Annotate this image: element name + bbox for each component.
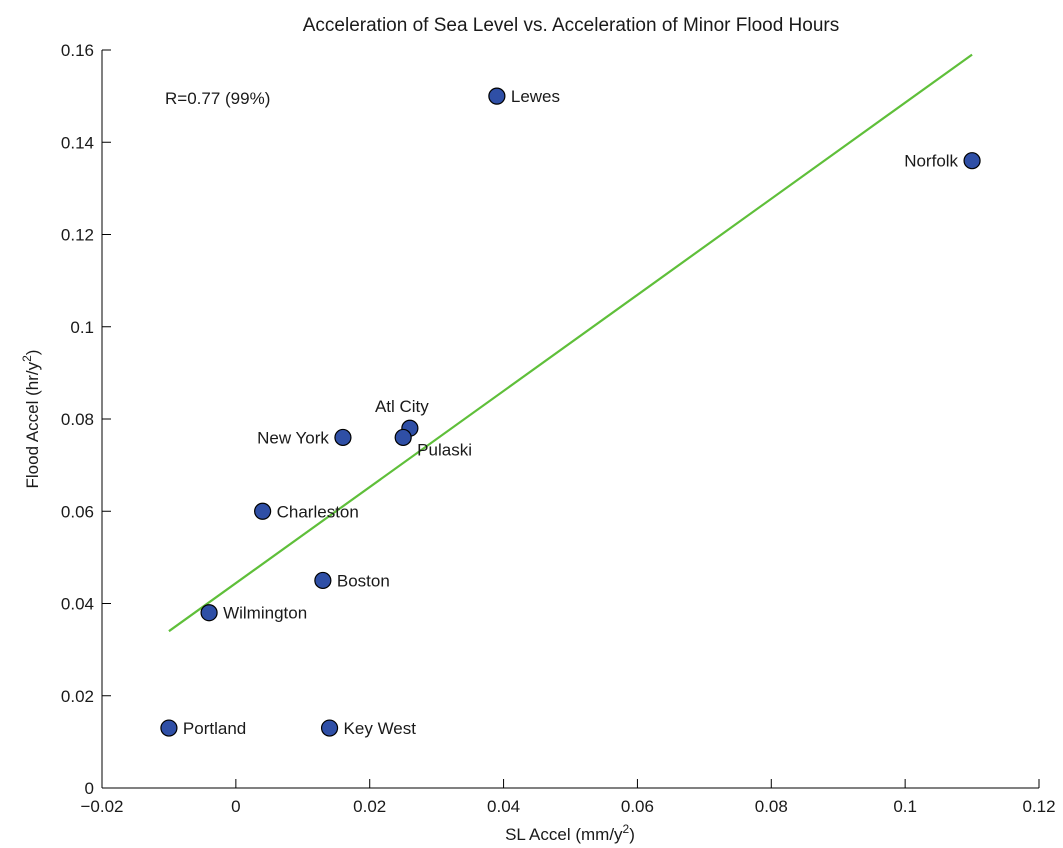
point-label: Key West [344, 719, 417, 738]
data-point [320, 719, 339, 737]
points-group: Lewes Norfolk Atl City New York Pulaski Charl… [160, 87, 981, 738]
x-axis-label-sup: 2 [623, 822, 630, 836]
y-tick-label: 0.1 [70, 318, 94, 337]
plot-area: −0.02 0 0.02 0.04 0.06 0.08 0.1 0.12 00.020.040… [61, 41, 1056, 816]
point-label: New York [257, 428, 329, 447]
regression-line [168, 53, 973, 633]
point-label: Pulaski [417, 440, 472, 459]
data-point [488, 87, 506, 105]
y-tick-label: 0.16 [61, 41, 94, 60]
x-tick-label: 0.04 [487, 797, 520, 816]
x-tick-label: −0.02 [80, 797, 123, 816]
x-axis-label-suffix: ) [629, 825, 635, 844]
fit-line-group [168, 53, 973, 633]
chart-title: Acceleration of Sea Level vs. Accelerati… [303, 15, 840, 36]
y-tick-label: 0.08 [61, 410, 94, 429]
data-point [963, 152, 981, 170]
y-tick-label: 0.04 [61, 595, 94, 614]
x-tick-label: 0.08 [755, 797, 788, 816]
y-axis-label: Flood Accel (hr/y2) [20, 350, 42, 489]
data-point [254, 502, 272, 520]
y-tick-label: 0.12 [61, 226, 94, 245]
x-tick-label: 0.1 [893, 797, 917, 816]
x-tick-label: 0.02 [353, 797, 386, 816]
point-label: Wilmington [223, 604, 307, 623]
data-point [394, 428, 412, 447]
y-axis-label-suffix: ) [23, 350, 42, 356]
point-label: Boston [337, 571, 390, 590]
point-label: Portland [183, 719, 246, 738]
data-point [334, 428, 352, 447]
y-tick-label: 0.14 [61, 133, 94, 152]
point-label: Atl City [375, 397, 429, 416]
y-tick-label: 0 [85, 779, 94, 798]
data-point [314, 571, 332, 590]
x-tick-label: 0 [231, 797, 240, 816]
point-label: Norfolk [904, 152, 958, 171]
y-axis-label-prefix: Flood Accel (hr/y [23, 361, 42, 488]
plot-frame [102, 50, 1039, 788]
x-tick-label: 0.06 [621, 797, 654, 816]
y-tick-label: 0.06 [61, 502, 94, 521]
x-ticks: −0.02 0 0.02 0.04 0.06 0.08 0.1 0.12 [80, 779, 1056, 816]
point-label: Lewes [511, 87, 560, 106]
correlation-annotation: R=0.77 (99%) [165, 89, 270, 108]
y-tick-label: 0.02 [61, 687, 94, 706]
x-axis-label: SL Accel (mm/y2) [505, 822, 635, 844]
data-point [160, 719, 178, 737]
data-point [200, 604, 218, 622]
x-axis-label-prefix: SL Accel (mm/y [505, 825, 623, 844]
point-label: Charleston [277, 502, 359, 521]
y-ticks: 0 0.02 0.04 0.06 0.08 0.1 0.12 0.14 0.16 [61, 41, 111, 798]
y-axis-label-sup: 2 [20, 355, 34, 362]
x-tick-label: 0.12 [1022, 797, 1055, 816]
